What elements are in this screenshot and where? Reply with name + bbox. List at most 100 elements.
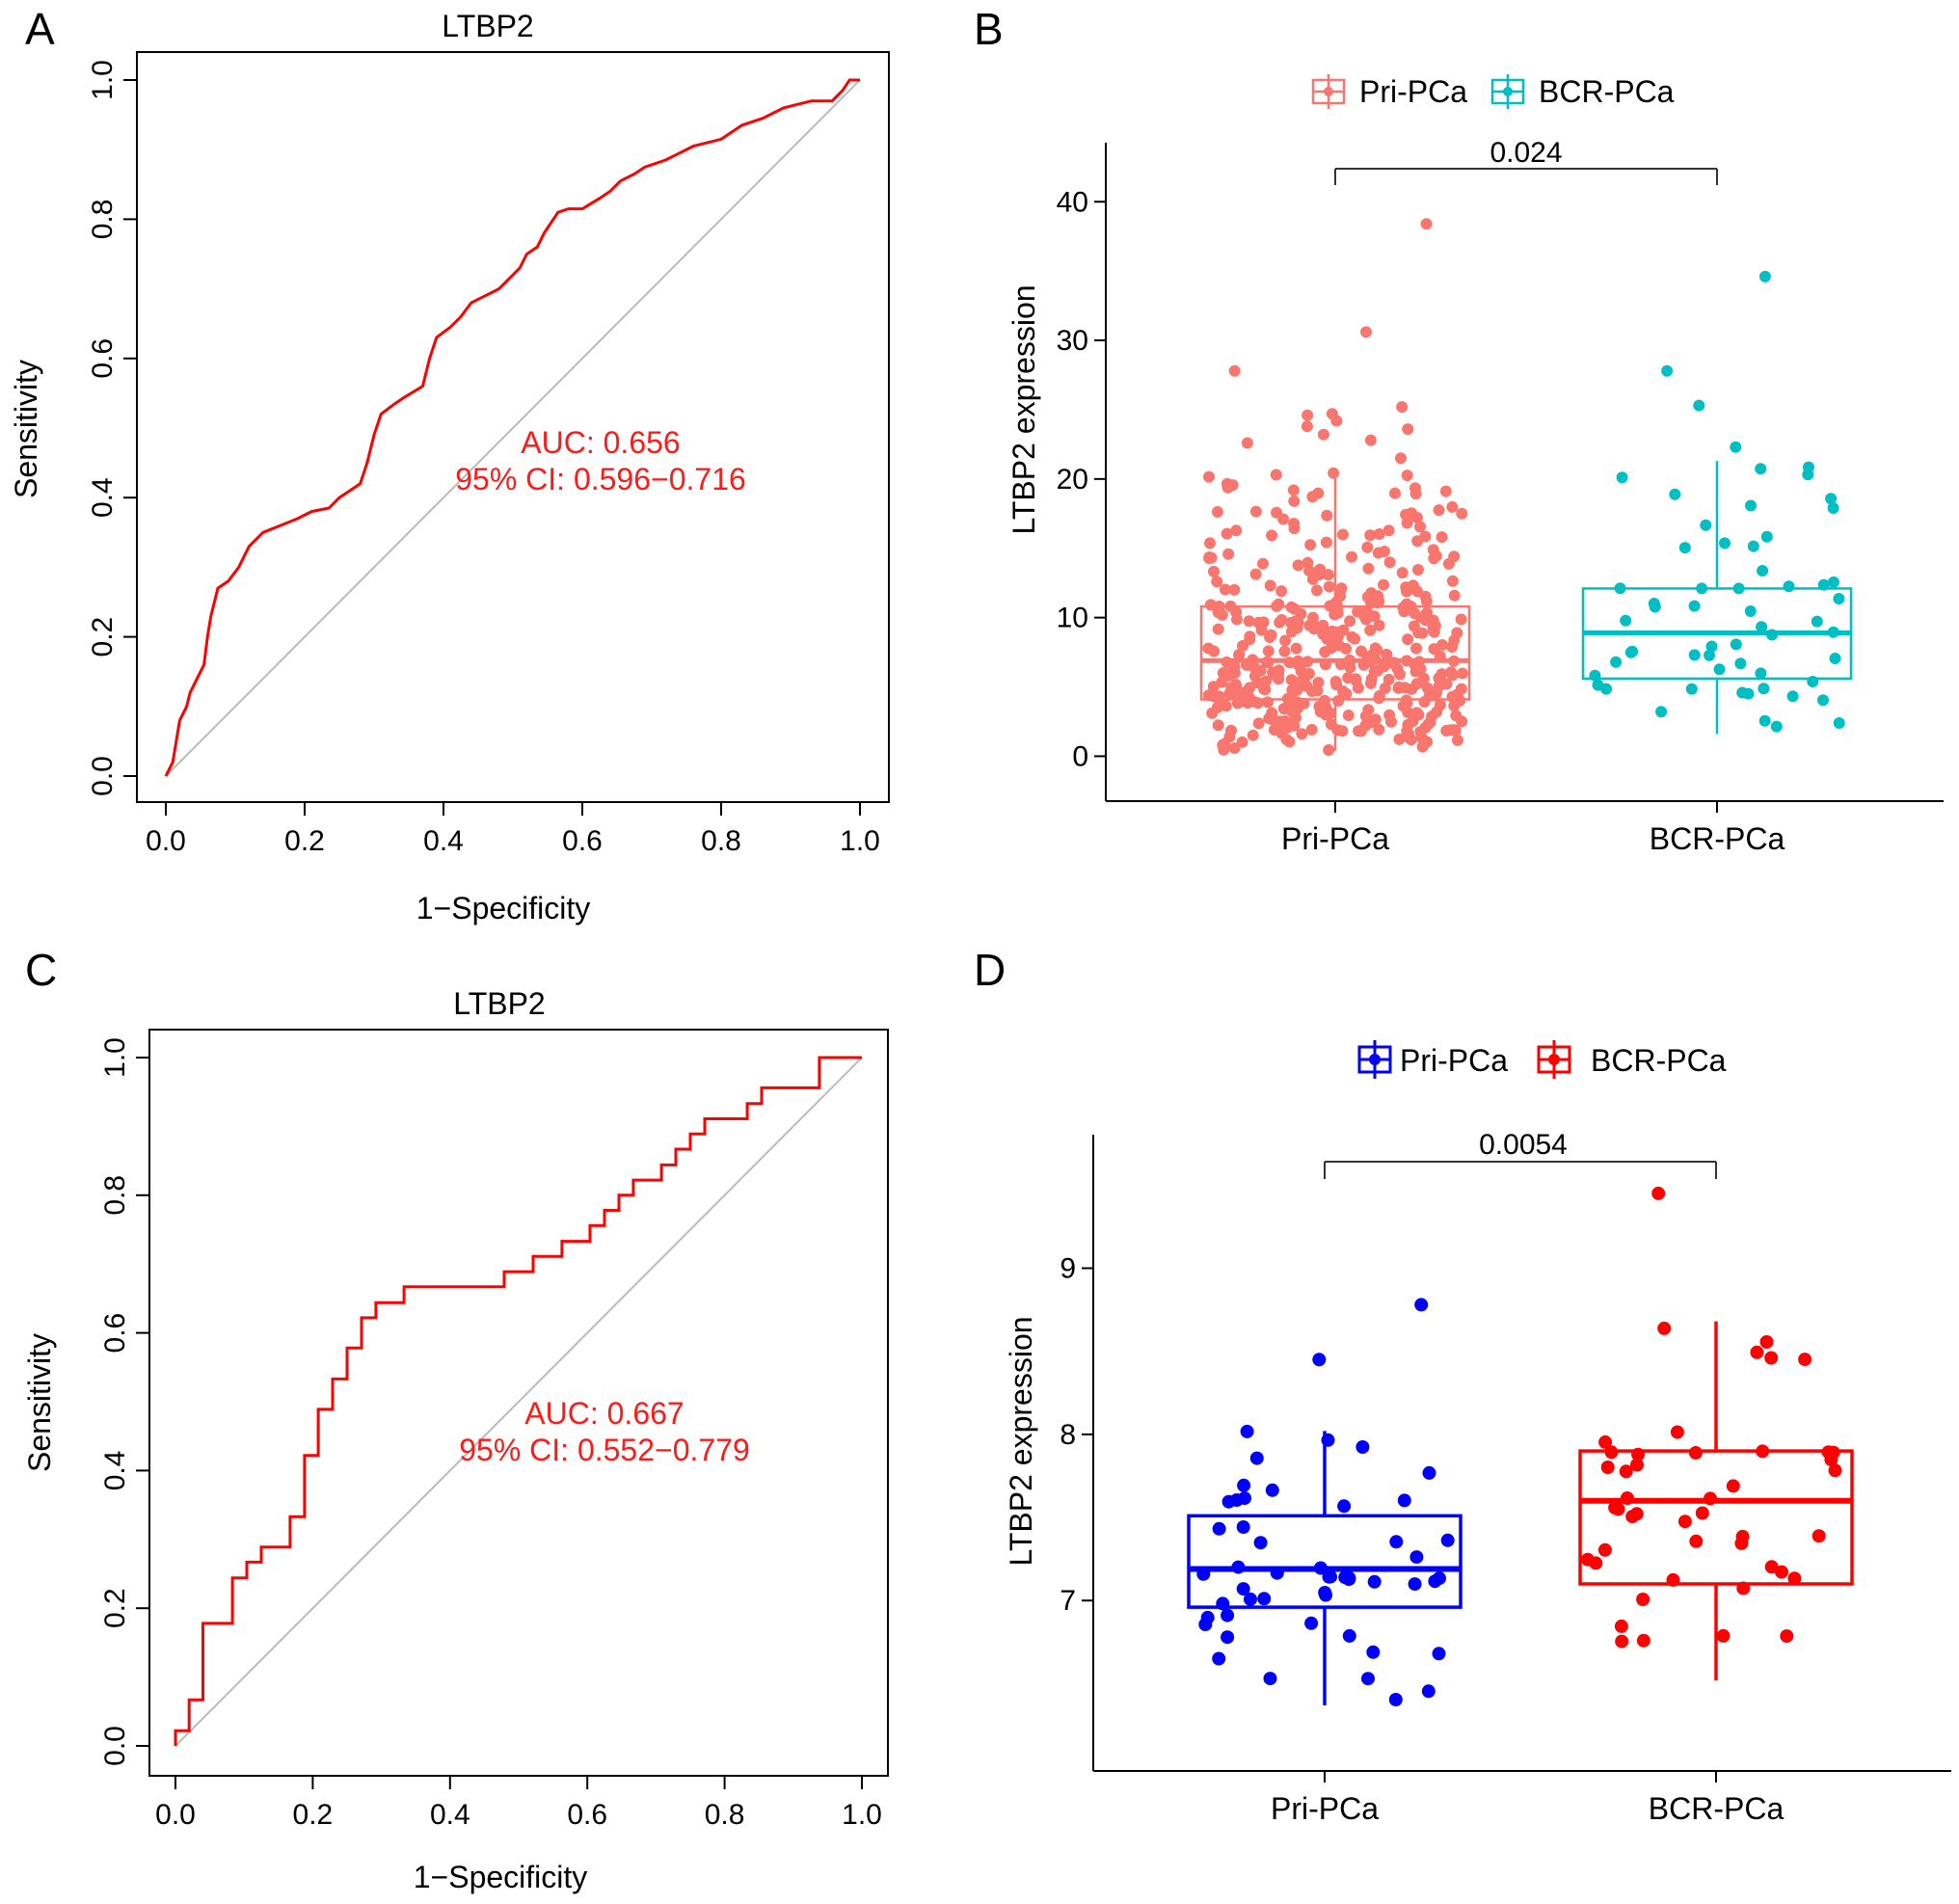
panel-b-data-point <box>1783 580 1795 593</box>
panel-d-data-point <box>1615 1634 1629 1649</box>
panel-b-data-point <box>1355 725 1367 737</box>
panel-d-data-point <box>1238 1491 1251 1506</box>
panel-a-reference-diagonal <box>165 79 861 777</box>
panel-b-data-point <box>1755 463 1767 475</box>
panel-b-data-point <box>1430 550 1442 562</box>
panel-b-data-point <box>1448 589 1461 602</box>
panel-d-data-point <box>1428 1574 1442 1589</box>
panel-b-data-point <box>1328 467 1340 479</box>
panel-a-letter: A <box>25 4 55 54</box>
panel-b-data-point <box>1402 731 1414 743</box>
panel-c-x-tick-label: 1.0 <box>842 1799 882 1831</box>
panel-b-data-point <box>1833 717 1845 729</box>
panel-b-data-point <box>1742 687 1755 700</box>
panel-d-data-point <box>1688 1446 1703 1460</box>
panel-b-data-point <box>1203 470 1215 483</box>
panel-b-data-point <box>1275 585 1288 598</box>
panel-b-data-point <box>1448 634 1461 647</box>
panel-d-data-point <box>1735 1529 1750 1543</box>
panel-d-data-point <box>1670 1425 1684 1439</box>
panel-b-data-point <box>1401 517 1413 529</box>
panel-b-data-point <box>1372 590 1384 603</box>
panel-b-data-point <box>1287 484 1300 496</box>
panel-b-data-point <box>1243 615 1255 628</box>
panel-b-data-point <box>1381 648 1393 660</box>
panel-b-data-point <box>1337 624 1350 636</box>
panel-b-data-point <box>1311 584 1323 597</box>
panel-b-data-point <box>1419 590 1432 603</box>
panel-d-data-point <box>1750 1345 1764 1359</box>
panel-b-data-point <box>1406 683 1418 695</box>
panel-a-auc: AUC: 0.656 <box>521 425 680 460</box>
panel-b-data-point <box>1825 493 1838 505</box>
panel-b-data-point <box>1302 667 1315 680</box>
panel-b-data-point <box>1352 605 1364 618</box>
panel-a-x-label: 1−Specificity <box>416 891 591 925</box>
panel-a-x-axis: 0.0 0.2 0.4 0.6 0.8 1.0 <box>146 802 880 857</box>
panel-d-outlier-point <box>1312 1353 1327 1367</box>
panel-d-data-point <box>1342 1572 1356 1587</box>
panel-c-reference-diagonal <box>174 1057 863 1747</box>
panel-b-data-point <box>1220 700 1232 712</box>
panel-d-data-point <box>1367 1574 1382 1589</box>
panel-b-data-point <box>1365 673 1378 685</box>
panel-d-data-point <box>1630 1458 1644 1472</box>
panel-d-data-point <box>1421 1684 1436 1699</box>
panel-b-data-point <box>1402 633 1414 646</box>
panel-b-y-tick-label: 20 <box>1057 464 1088 496</box>
panel-b-outlier-point <box>1330 415 1343 427</box>
panel-a-x-tick-label: 0.8 <box>701 825 741 857</box>
panel-c-roc-curve <box>174 1056 862 1746</box>
panel-b-outlier-point <box>1317 428 1329 441</box>
panel-b-data-point <box>1373 619 1385 631</box>
panel-b-data-point <box>1212 719 1224 732</box>
panel-b-data-point <box>1211 576 1223 588</box>
panel-b-y-tick-label: 10 <box>1057 603 1088 634</box>
panel-d-data-point <box>1422 1465 1436 1480</box>
panel-b-data-point <box>1337 685 1349 697</box>
panel-d-data-point <box>1608 1500 1623 1515</box>
panel-b-data-point <box>1244 630 1256 643</box>
panel-d-data-point <box>1240 1424 1254 1438</box>
panel-b-outlier-point <box>1241 437 1253 449</box>
panel-b-outlier-point <box>1420 218 1433 230</box>
panel-d-legend-key-bcr <box>1537 1040 1571 1079</box>
panel-b-data-point <box>1655 706 1668 718</box>
panel-d-data-point <box>1614 1619 1628 1633</box>
panel-d-data-point <box>1304 1616 1319 1630</box>
panel-b-data-point <box>1427 625 1439 636</box>
panel-b-data-point <box>1344 615 1356 628</box>
panel-c: C LTBP2 0.00.20.40.60.81.0 0.0 0.2 0.4 0.6 0… <box>22 945 889 1894</box>
panel-b-data-point <box>1289 615 1302 628</box>
panel-b-points <box>1202 218 1845 756</box>
panel-a-y-tick-label: 0.2 <box>87 617 119 657</box>
panel-d-data-point <box>1263 1672 1277 1686</box>
panel-d-data-point <box>1249 1451 1264 1465</box>
panel-b-y-tick-label: 0 <box>1072 740 1088 772</box>
panel-c-letter: C <box>25 945 57 995</box>
panel-b-outlier-point <box>1360 326 1372 338</box>
panel-a-plot-frame <box>136 51 890 803</box>
panel-b-data-point <box>1411 512 1423 523</box>
panel-d-data-point <box>1787 1571 1802 1586</box>
panel-c-x-tick-label: 0.6 <box>567 1799 607 1831</box>
panel-b-data-point <box>1455 613 1467 626</box>
panel-d-y-tick-label: 8 <box>1060 1419 1076 1451</box>
panel-b-data-point <box>1439 485 1452 497</box>
panel-b-data-point <box>1273 598 1285 610</box>
panel-d-data-point <box>1811 1529 1826 1543</box>
panel-b-x-tick-label: BCR-PCa <box>1650 821 1785 856</box>
panel-b-data-point <box>1364 624 1377 636</box>
panel-b-data-point <box>1669 488 1681 500</box>
panel-b-outlier-point <box>1395 452 1407 465</box>
panel-d-legend-label-pri: Pri-PCa <box>1400 1043 1508 1078</box>
panel-b-data-point <box>1252 717 1265 730</box>
panel-b-data-point <box>1373 723 1385 736</box>
panel-b-data-point <box>1688 600 1701 612</box>
panel-d-data-point <box>1337 1499 1352 1514</box>
panel-b-data-point <box>1385 715 1397 728</box>
panel-b-data-point <box>1322 569 1334 581</box>
panel-a-title: LTBP2 <box>442 9 533 43</box>
panel-d-y-axis: 7 8 9 <box>1060 1252 1093 1617</box>
panel-b-data-point <box>1397 700 1409 712</box>
